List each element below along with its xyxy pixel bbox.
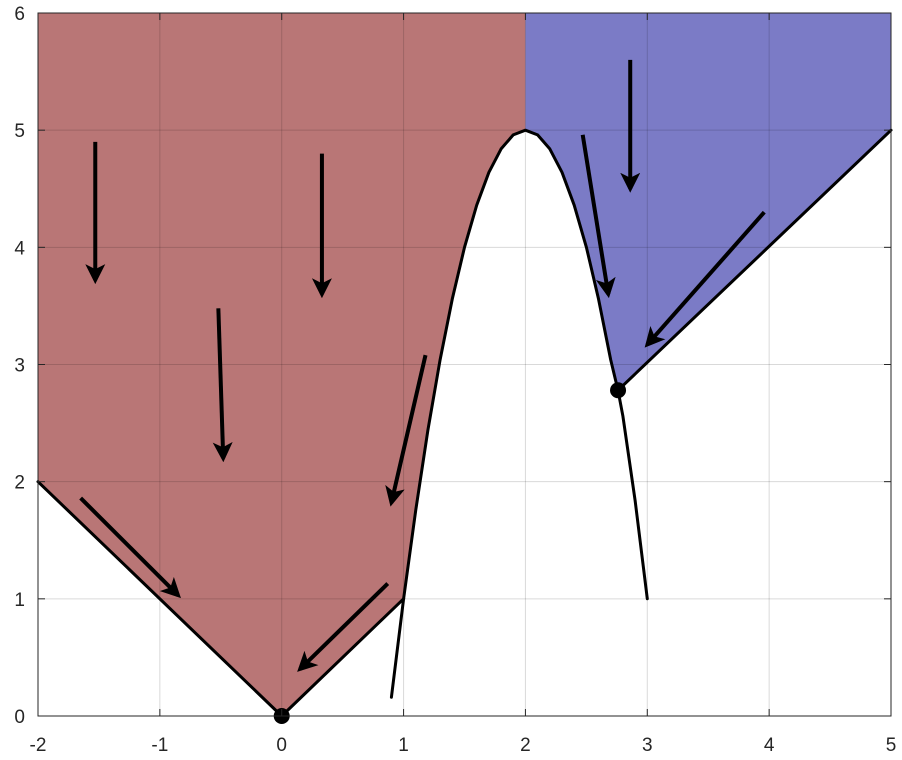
x-tick-label: 4 — [764, 735, 775, 756]
x-tick-label: 3 — [642, 735, 653, 756]
y-tick-label: 6 — [14, 4, 25, 25]
arrow-4 — [297, 582, 390, 672]
x-tick-label: 2 — [520, 735, 531, 756]
region-1 — [525, 13, 891, 391]
ticks-layer — [37, 12, 892, 717]
arrow-8 — [644, 210, 766, 348]
y-tick-label: 4 — [14, 238, 25, 259]
labels-layer: -2 -1 0 1 2 3 4 5 0 1 2 3 4 5 6 — [14, 4, 896, 756]
point-1 — [610, 382, 627, 399]
arrow-1 — [212, 308, 233, 463]
y-tick-label: 1 — [14, 590, 25, 611]
x-tick-label: -1 — [151, 735, 168, 756]
arrow-6 — [580, 134, 616, 299]
x-tick-label: -2 — [30, 735, 47, 756]
y-tick-label: 5 — [14, 121, 25, 142]
x-tick-label: 5 — [886, 735, 897, 756]
y-tick-label: 2 — [14, 473, 25, 494]
regions-layer — [38, 13, 891, 716]
x-tick-label: 1 — [398, 735, 409, 756]
curve-0 — [389, 128, 649, 699]
arrows-layer — [79, 59, 766, 672]
x-tick-label: 0 — [276, 735, 287, 756]
region-0 — [38, 13, 526, 716]
y-tick-label: 3 — [14, 356, 25, 377]
arrow-3 — [79, 496, 181, 599]
y-tick-label: 0 — [14, 707, 25, 728]
arrow-5 — [385, 354, 428, 507]
